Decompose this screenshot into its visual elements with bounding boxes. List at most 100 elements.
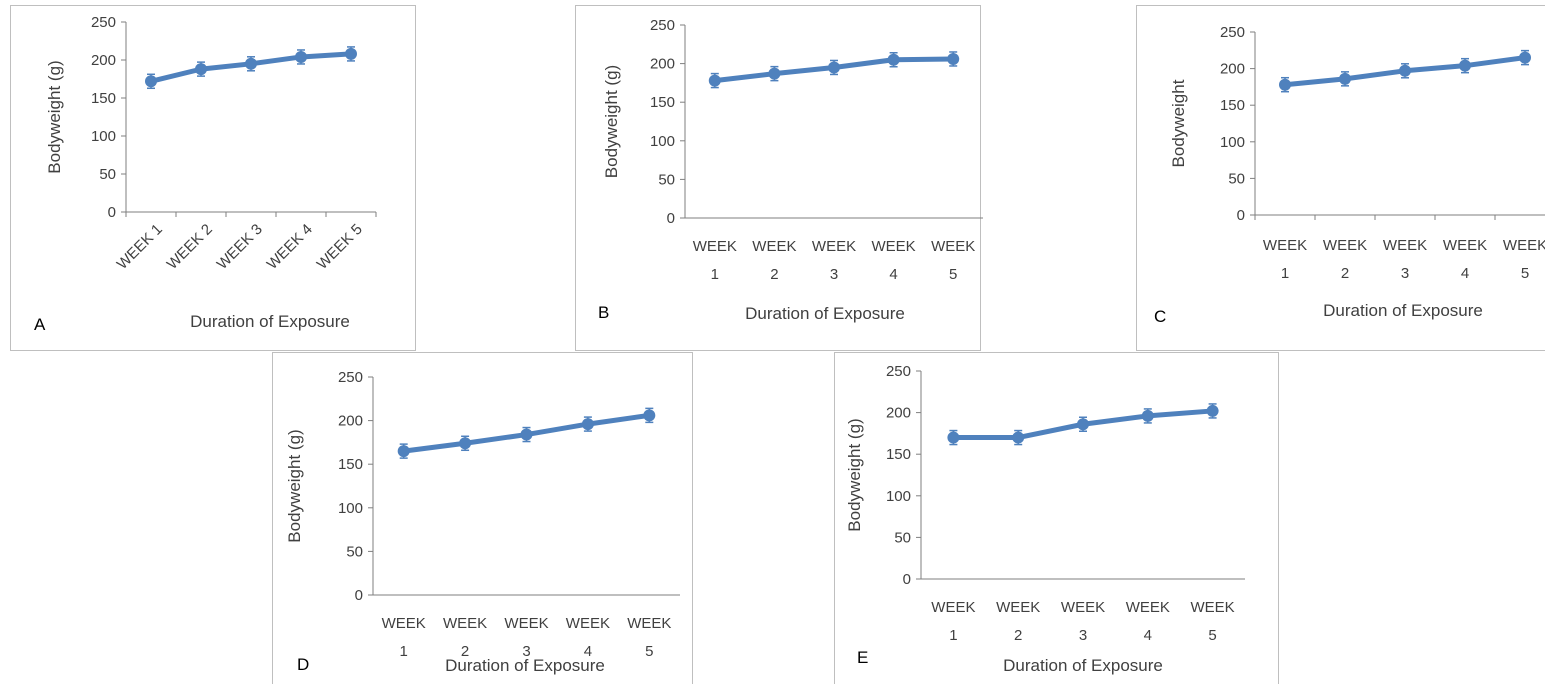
panel-c-category-label: WEEK xyxy=(1443,237,1487,254)
panel-b-category-label: WEEK xyxy=(872,238,916,255)
panel-c-category-label: 2 xyxy=(1341,265,1349,282)
panel-e-y-tick-label: 0 xyxy=(903,571,911,588)
panel-d-category-label: WEEK xyxy=(443,615,487,632)
panel-d-data-point xyxy=(581,418,594,431)
panel-c-letter: C xyxy=(1154,307,1166,326)
panel-a-x-axis-title: Duration of Exposure xyxy=(190,312,350,331)
panel-a-data-point xyxy=(195,63,207,76)
panel-c-category-label: 1 xyxy=(1281,265,1289,282)
panel-e-data-point xyxy=(947,431,960,444)
panel-e-category-label: WEEK xyxy=(996,599,1040,616)
panel-b-category-label: 3 xyxy=(830,266,838,283)
panel-d-y-tick-label: 150 xyxy=(338,456,363,473)
panel-d-category-label: WEEK xyxy=(627,615,671,632)
panel-b-y-tick-label: 100 xyxy=(650,133,675,150)
panel-b-category-label: 1 xyxy=(711,266,719,283)
panel-d-data-point xyxy=(397,445,410,458)
panel-a-category-label: WEEK 3 xyxy=(214,221,266,273)
panel-b-x-axis-title: Duration of Exposure xyxy=(745,304,905,323)
panel-a-category-label: WEEK 1 xyxy=(114,221,166,273)
panel-c-y-tick-label: 200 xyxy=(1220,61,1245,78)
panel-c-data-point xyxy=(1459,59,1471,72)
panel-c-y-tick-label: 250 xyxy=(1220,24,1245,41)
panel-d-category-label: 2 xyxy=(461,643,469,660)
panel-b-category-label: 4 xyxy=(889,266,897,283)
panel-c-y-tick-label: 150 xyxy=(1220,97,1245,114)
panel-a-category-label: WEEK 2 xyxy=(164,221,216,273)
panel-e-category-label: 2 xyxy=(1014,627,1022,644)
panel-c-frame xyxy=(1136,5,1545,351)
panel-e-y-tick-label: 200 xyxy=(886,405,911,422)
panel-d-y-tick-label: 0 xyxy=(355,587,363,604)
panel-e-letter: E xyxy=(857,648,868,667)
panel-d-category-label: WEEK xyxy=(566,615,610,632)
panel-b-data-point xyxy=(768,67,781,80)
panel-c-y-axis-title: Bodyweight xyxy=(1169,79,1188,167)
panel-d-y-tick-label: 250 xyxy=(338,369,363,386)
panel-c-y-tick-label: 100 xyxy=(1220,134,1245,151)
panel-d-category-label: 3 xyxy=(522,643,530,660)
panel-b-category-label: WEEK xyxy=(693,238,737,255)
panel-e-y-axis-title: Bodyweight (g) xyxy=(845,418,864,531)
panel-d-category-label: 5 xyxy=(645,643,653,660)
panel-a-letter: A xyxy=(34,315,46,334)
panel-e-y-tick-label: 50 xyxy=(894,529,911,546)
panel-a-y-tick-label: 100 xyxy=(91,128,116,145)
panel-c-category-label: WEEK xyxy=(1503,237,1545,254)
panel-d-data-point xyxy=(520,428,533,441)
panel-e-category-label: 5 xyxy=(1208,627,1216,644)
panel-e-y-tick-label: 100 xyxy=(886,488,911,505)
panel-d-y-axis-title: Bodyweight (g) xyxy=(285,429,304,542)
panel-a-data-point xyxy=(245,57,257,70)
panel-b-data-point xyxy=(708,74,721,87)
panel-a-category-label: WEEK 4 xyxy=(264,221,316,273)
panel-e-y-tick-label: 150 xyxy=(886,446,911,463)
panel-b-data-point xyxy=(947,52,960,65)
panel-b-y-tick-label: 250 xyxy=(650,17,675,34)
panel-b-frame xyxy=(575,5,981,351)
panel-b-category-label: WEEK xyxy=(931,238,975,255)
panel-c-data-point xyxy=(1339,72,1351,85)
panel-b-y-axis-title: Bodyweight (g) xyxy=(602,65,621,178)
panel-a-category-label: WEEK 5 xyxy=(314,221,366,273)
panel-e-frame xyxy=(834,352,1279,684)
panel-e-category-label: WEEK xyxy=(1191,599,1235,616)
panel-a-y-tick-label: 0 xyxy=(108,204,116,221)
panel-e-category-label: WEEK xyxy=(1061,599,1105,616)
panel-b-category-label: WEEK xyxy=(752,238,796,255)
panel-a-data-point xyxy=(145,75,157,88)
panel-a-data-point xyxy=(295,50,307,63)
panel-d-category-label: WEEK xyxy=(504,615,548,632)
panel-e-category-label: 1 xyxy=(949,627,957,644)
panel-c-data-point xyxy=(1279,78,1291,91)
panel-e-data-point xyxy=(1077,418,1089,431)
panel-d-x-axis-title: Duration of Exposure xyxy=(445,656,605,675)
panel-a-y-tick-label: 150 xyxy=(91,90,116,107)
panel-b-y-tick-label: 150 xyxy=(650,94,675,111)
panel-c-data-point xyxy=(1519,51,1531,64)
panel-b-data-point xyxy=(828,61,840,74)
panel-e-category-label: 4 xyxy=(1144,627,1152,644)
panel-a-data-point xyxy=(345,47,357,60)
panel-b-category-label: 5 xyxy=(949,266,957,283)
panel-a-y-tick-label: 50 xyxy=(99,166,116,183)
panel-e-category-label: 3 xyxy=(1079,627,1087,644)
panel-c-category-label: WEEK xyxy=(1323,237,1367,254)
panel-b-y-tick-label: 0 xyxy=(667,210,675,227)
panel-d-category-label: WEEK xyxy=(382,615,426,632)
panel-b-category-label: WEEK xyxy=(812,238,856,255)
panel-d-category-label: 1 xyxy=(400,643,408,660)
panel-c-category-label: WEEK xyxy=(1383,237,1427,254)
panel-d-frame xyxy=(272,352,693,684)
panel-d-data-point xyxy=(459,437,472,450)
panel-e-category-label: WEEK xyxy=(1126,599,1170,616)
panel-c-y-tick-label: 50 xyxy=(1228,170,1245,187)
panel-a-y-axis-title: Bodyweight (g) xyxy=(45,60,64,173)
panel-b-category-label: 2 xyxy=(770,266,778,283)
panel-c-y-tick-label: 0 xyxy=(1237,207,1245,224)
panel-b-y-tick-label: 50 xyxy=(658,171,675,188)
panel-c-data-point xyxy=(1399,64,1411,77)
panel-a-y-tick-label: 200 xyxy=(91,52,116,69)
panel-d-letter: D xyxy=(297,655,309,674)
panel-a-frame xyxy=(10,5,416,351)
